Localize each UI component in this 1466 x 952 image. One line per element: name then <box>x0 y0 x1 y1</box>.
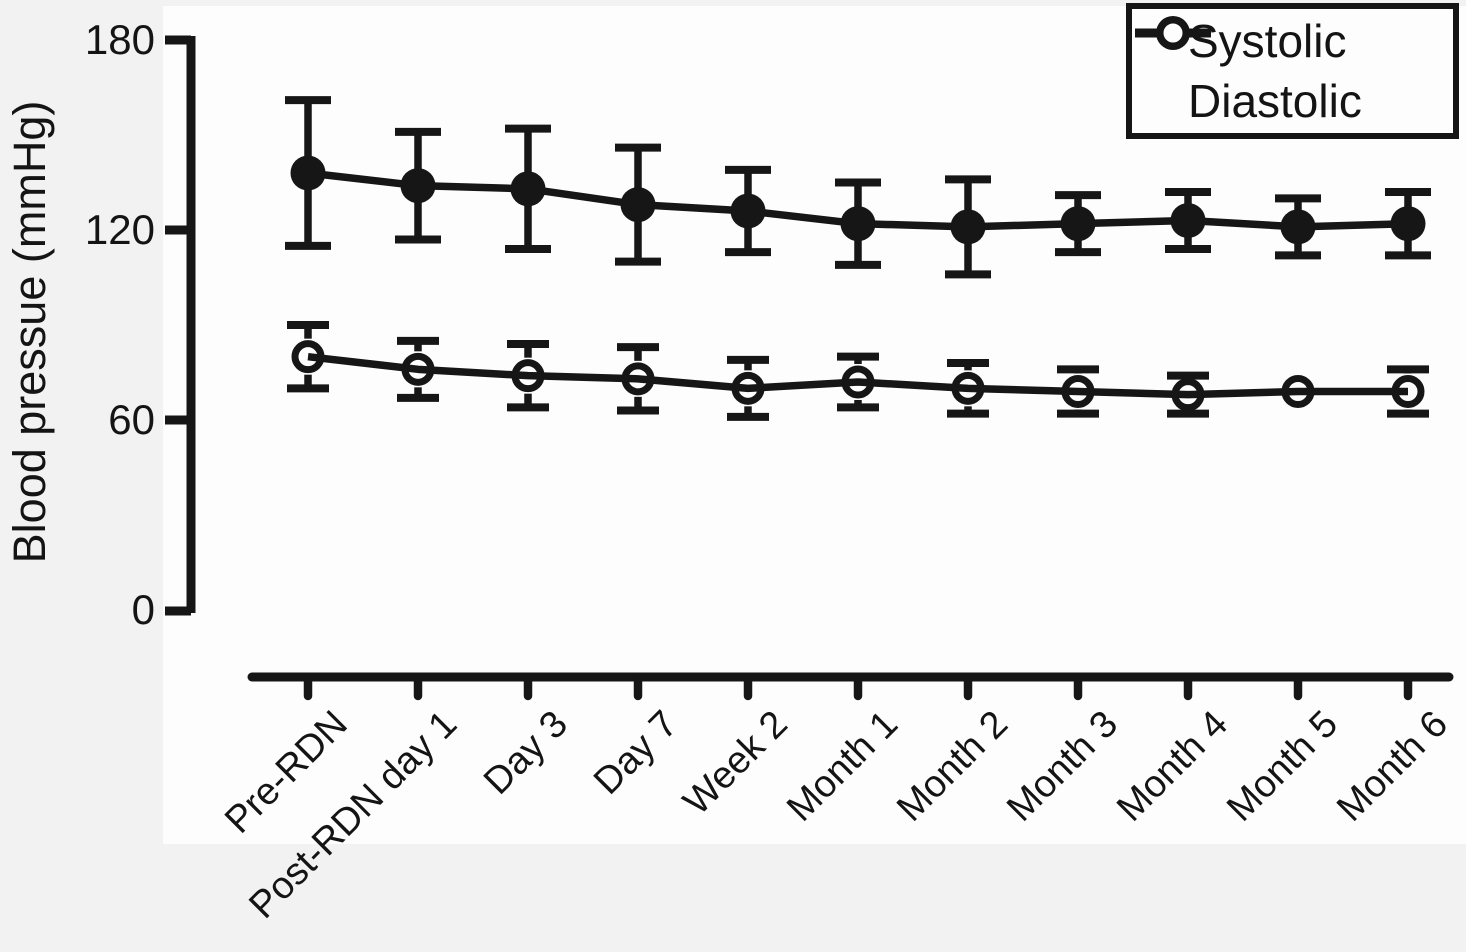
systolic-marker <box>1170 203 1206 238</box>
diastolic-marker <box>1391 375 1425 408</box>
diastolic-marker <box>1061 375 1095 408</box>
diastolic-marker <box>1171 378 1205 412</box>
plot-area-background <box>163 6 1466 844</box>
systolic-marker <box>620 187 656 223</box>
diastolic-marker <box>841 365 875 399</box>
systolic-marker <box>1060 206 1096 242</box>
legend: Systolic Diastolic <box>1126 3 1459 139</box>
open-circle-icon <box>1135 16 1211 50</box>
systolic-marker <box>400 168 436 204</box>
diastolic-marker <box>401 352 435 386</box>
diastolic-marker <box>511 359 545 393</box>
legend-label-systolic: Systolic <box>1188 15 1347 67</box>
diastolic-marker <box>951 371 985 405</box>
legend-label-diastolic: Diastolic <box>1188 75 1362 127</box>
diastolic-marker <box>1281 375 1315 408</box>
legend-row-diastolic: Diastolic <box>1135 16 1453 127</box>
systolic-marker <box>1390 206 1426 242</box>
diastolic-marker <box>621 362 655 396</box>
y-tick-label: 60 <box>108 396 155 443</box>
y-tick-label: 180 <box>84 16 155 63</box>
systolic-marker <box>950 209 986 245</box>
systolic-marker <box>510 171 546 207</box>
systolic-marker <box>840 206 876 242</box>
systolic-marker <box>730 193 766 229</box>
diastolic-line <box>307 352 1408 399</box>
systolic-marker <box>290 155 326 191</box>
y-tick-label: 0 <box>131 586 155 633</box>
diastolic-marker <box>291 340 325 374</box>
diastolic-marker <box>731 371 765 405</box>
y-axis-line <box>165 35 196 616</box>
systolic-marker <box>1280 209 1316 245</box>
y-tick-label: 120 <box>84 206 155 253</box>
